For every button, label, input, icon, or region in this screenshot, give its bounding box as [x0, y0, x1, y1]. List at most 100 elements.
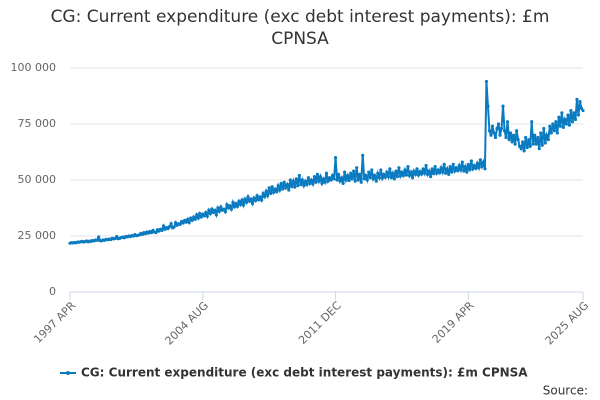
data-point	[561, 125, 565, 129]
data-point	[273, 187, 277, 191]
data-point	[466, 162, 470, 166]
data-point	[297, 173, 301, 178]
y-tick-label: 75 000	[18, 117, 57, 130]
data-point	[244, 200, 249, 204]
data-point	[195, 213, 199, 217]
data-point	[350, 177, 354, 181]
data-point	[471, 167, 475, 171]
data-point	[468, 168, 472, 172]
data-point	[552, 129, 556, 133]
data-point	[284, 186, 288, 190]
data-point	[266, 194, 270, 198]
data-point	[530, 120, 534, 124]
data-point	[347, 178, 351, 183]
data-point	[339, 176, 344, 180]
data-point	[263, 195, 267, 199]
data-point	[435, 171, 439, 175]
data-point	[178, 222, 182, 226]
data-point	[344, 178, 348, 182]
x-tick-label: 1997 APR	[31, 299, 78, 346]
data-point	[400, 170, 404, 174]
data-point	[237, 199, 241, 203]
data-point	[524, 135, 528, 140]
data-point	[335, 178, 339, 182]
data-point	[496, 122, 501, 126]
data-point	[462, 169, 466, 173]
data-point	[429, 175, 433, 179]
data-point	[294, 177, 298, 181]
data-point	[456, 168, 460, 173]
source: Source:	[543, 384, 588, 398]
data-point	[489, 133, 493, 137]
data-point	[432, 172, 436, 176]
data-point	[383, 175, 387, 179]
data-point	[521, 140, 525, 144]
data-point	[481, 160, 486, 164]
data-point	[249, 197, 253, 201]
data-point	[484, 79, 489, 84]
data-point	[560, 111, 564, 115]
data-point	[450, 170, 454, 174]
data-point	[346, 173, 350, 178]
data-point	[573, 117, 578, 122]
data-point	[246, 195, 250, 199]
data-point	[210, 207, 214, 211]
data-point	[315, 172, 320, 176]
data-point	[336, 172, 341, 176]
data-point	[575, 97, 579, 101]
data-point	[460, 160, 464, 164]
data-point	[95, 238, 99, 242]
data-point	[329, 178, 333, 182]
data-point	[548, 124, 552, 128]
data-point	[374, 179, 378, 183]
data-point	[299, 182, 303, 187]
data-point	[318, 175, 323, 179]
data-point	[324, 171, 329, 175]
data-point	[330, 173, 335, 178]
data-point	[379, 168, 383, 172]
data-point	[386, 175, 390, 179]
data-point	[359, 180, 363, 184]
data-point	[511, 133, 516, 137]
data-point	[281, 187, 285, 191]
data-point	[323, 180, 327, 184]
data-point	[566, 113, 570, 117]
data-point	[341, 181, 345, 185]
data-point	[371, 177, 375, 181]
data-point	[216, 206, 220, 210]
data-point	[459, 168, 463, 172]
data-point	[202, 214, 206, 218]
data-point	[275, 190, 279, 194]
data-point	[223, 210, 228, 214]
data-point	[475, 161, 479, 165]
data-point	[483, 167, 487, 171]
data-point	[181, 221, 185, 225]
data-point	[370, 168, 374, 172]
data-point	[214, 213, 218, 217]
data-point	[528, 144, 532, 148]
data-point	[222, 207, 226, 211]
data-point	[272, 190, 276, 194]
data-point	[542, 126, 546, 131]
data-point	[358, 172, 362, 176]
data-point	[352, 169, 356, 173]
data-point	[490, 124, 495, 128]
data-point	[448, 164, 452, 169]
data-point	[510, 140, 514, 144]
data-point	[235, 204, 240, 209]
x-tick-label: 2011 DEC	[296, 299, 344, 347]
data-point	[557, 115, 561, 119]
data-point	[537, 147, 541, 151]
data-point	[377, 176, 381, 180]
data-point	[257, 198, 261, 202]
data-point	[525, 145, 529, 150]
data-point	[252, 196, 256, 200]
data-point	[314, 180, 318, 184]
data-point	[367, 170, 371, 174]
data-point	[172, 225, 176, 229]
data-point	[290, 185, 294, 189]
data-point	[382, 172, 386, 176]
data-point	[349, 171, 353, 175]
y-tick-label: 50 000	[18, 173, 57, 186]
data-point	[356, 178, 360, 182]
